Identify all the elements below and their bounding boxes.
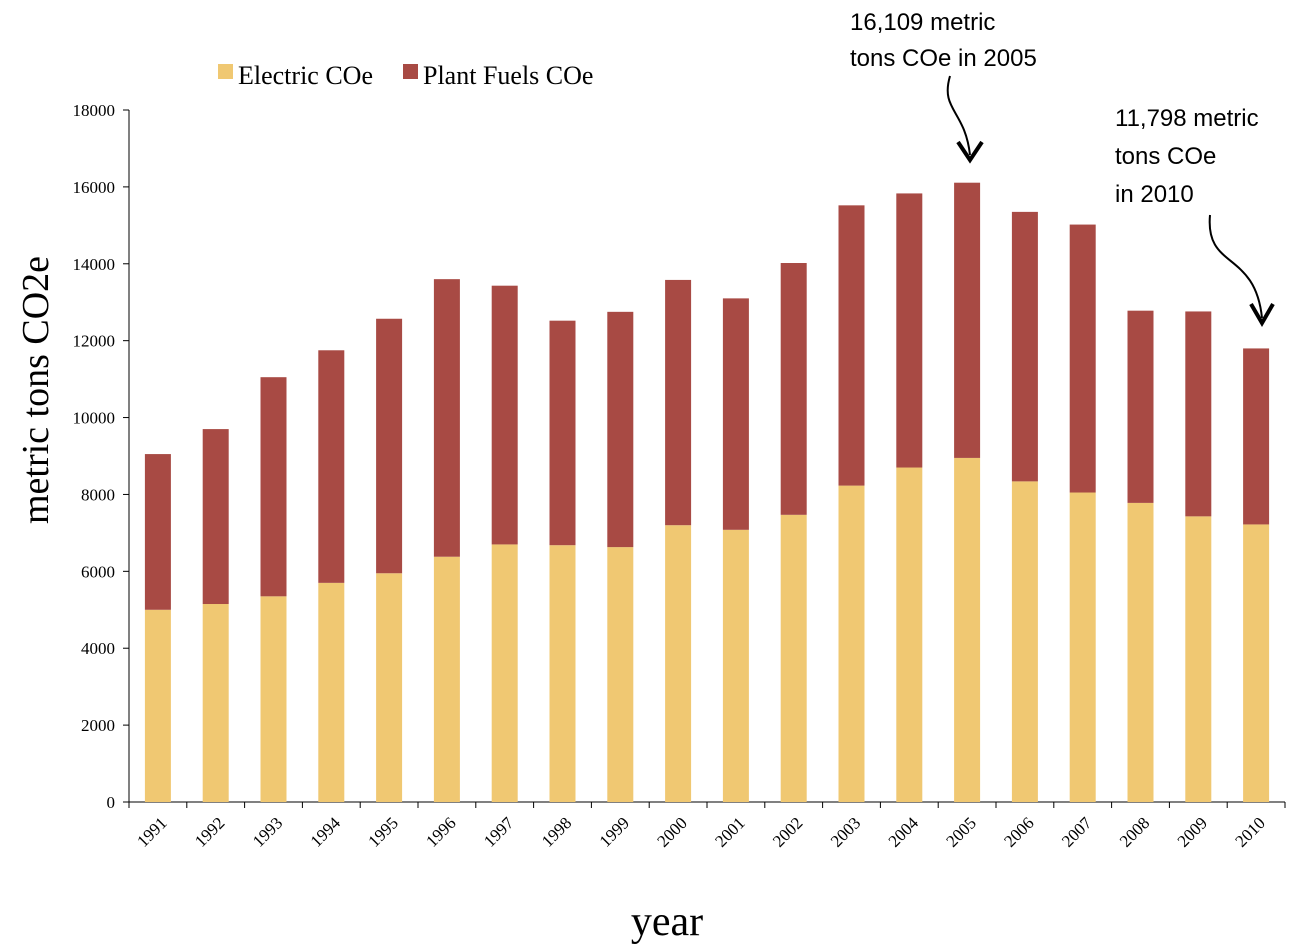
bar-segment (1243, 348, 1270, 525)
y-tick-label: 0 (107, 793, 116, 812)
x-tick-label: 1992 (191, 813, 228, 850)
x-tick-label: 2005 (942, 813, 979, 850)
bar-segment (607, 547, 634, 802)
x-tick-label: 2000 (653, 813, 690, 850)
x-tick-label: 1993 (249, 813, 286, 850)
bar-segment (954, 182, 981, 458)
bar-segment (202, 604, 229, 802)
bar-segment (838, 205, 865, 486)
arrow-head (1249, 302, 1275, 327)
bar-segment (1127, 310, 1154, 503)
arrow-head (956, 140, 984, 164)
bar-segment (665, 279, 692, 526)
x-tick-label: 2008 (1116, 813, 1153, 850)
y-tick-label: 14000 (73, 255, 116, 274)
annotation: 16,109 metric (850, 9, 995, 36)
legend-label: Electric COe (238, 61, 373, 90)
y-axis-label: metric tons CO2e (15, 256, 57, 524)
bar-segment (202, 429, 229, 605)
y-tick-label: 16000 (73, 178, 116, 197)
bar-segment (376, 318, 403, 574)
bar-segment (433, 279, 460, 557)
x-tick-label: 1995 (364, 813, 401, 850)
bar-segment (1243, 524, 1270, 802)
y-tick-label: 10000 (73, 409, 116, 428)
bar-segment (665, 525, 692, 802)
x-tick-label: 2009 (1174, 813, 1211, 850)
bar-segment (780, 514, 807, 802)
bar-segment (1069, 224, 1096, 493)
bar-segment (433, 556, 460, 802)
annotation: in 2010 (1115, 181, 1194, 208)
bar-segment (1011, 481, 1038, 802)
bar-segment (376, 573, 403, 802)
y-tick-label: 8000 (81, 485, 115, 504)
legend-swatch (218, 64, 233, 79)
x-tick-label: 1999 (596, 813, 633, 850)
x-axis-label: year (631, 899, 703, 945)
bar-segment (722, 298, 749, 530)
x-tick-label: 2010 (1231, 813, 1268, 850)
y-tick-label: 18000 (73, 101, 116, 120)
x-tick-label: 2006 (1000, 813, 1037, 850)
x-tick-label: 1998 (538, 813, 575, 850)
bar-segment (491, 285, 518, 545)
bar-segment (549, 545, 576, 802)
bar-segment (491, 544, 518, 802)
bar-segment (1127, 502, 1154, 802)
bar-segment (607, 311, 634, 548)
y-tick-label: 12000 (73, 332, 116, 351)
x-tick-label: 2003 (827, 813, 864, 850)
x-tick-label: 1991 (133, 813, 170, 850)
bar-segment (318, 350, 345, 583)
annotation: tons COe in 2005 (850, 45, 1037, 72)
x-tick-label: 2007 (1058, 813, 1096, 851)
bar-segment (260, 377, 287, 597)
x-tick-label: 2004 (885, 813, 923, 851)
bar-segment (260, 596, 287, 802)
bar-segment (896, 467, 923, 802)
bar-segment (896, 193, 923, 468)
bar-segment (144, 609, 171, 802)
arrow (946, 75, 971, 156)
bar-segment (722, 529, 749, 802)
bar-segment (1185, 311, 1212, 517)
x-tick-label: 1997 (480, 813, 518, 851)
x-tick-label: 2001 (711, 813, 748, 850)
x-tick-label: 2002 (769, 813, 806, 850)
annotation: tons COe (1115, 143, 1216, 170)
bar-segment (1011, 211, 1038, 482)
legend-label: Plant Fuels COe (423, 61, 593, 90)
x-tick-label: 1996 (422, 813, 459, 850)
y-tick-label: 4000 (81, 639, 115, 658)
arrow (1208, 214, 1263, 319)
bar-segment (954, 457, 981, 802)
bar-segment (780, 263, 807, 515)
bar-segment (549, 320, 576, 546)
bar-segment (318, 582, 345, 802)
bar-segment (838, 485, 865, 802)
annotation: 11,798 metric (1115, 105, 1259, 132)
y-tick-label: 2000 (81, 716, 115, 735)
bar-segment (144, 454, 171, 610)
x-tick-label: 1994 (307, 813, 345, 851)
bar-segment (1069, 492, 1096, 802)
y-tick-label: 6000 (81, 562, 115, 581)
legend-swatch (403, 64, 418, 79)
bar-segment (1185, 516, 1212, 802)
